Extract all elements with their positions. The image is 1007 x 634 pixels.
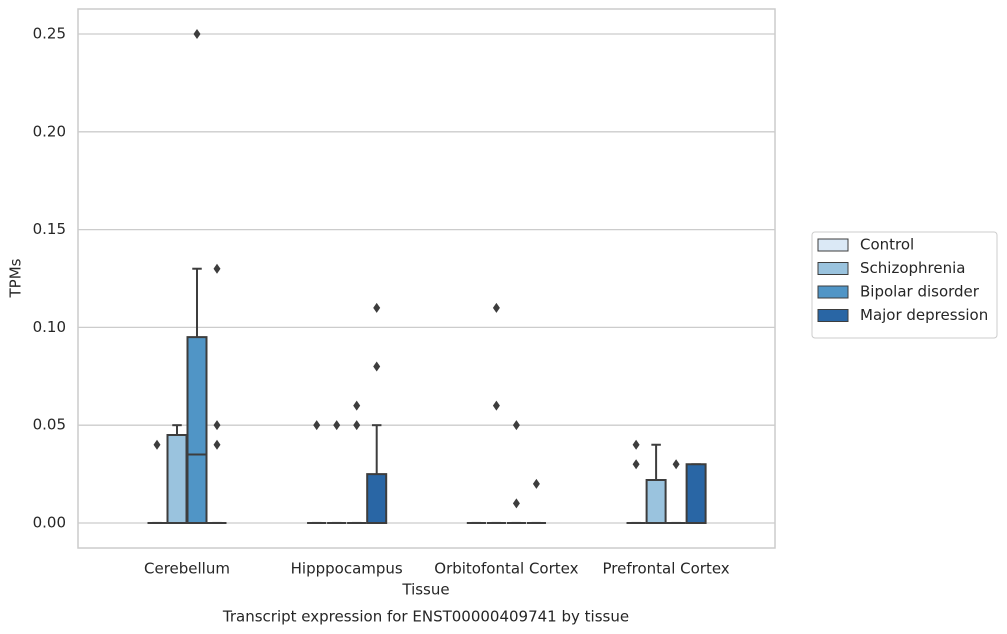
y-tick-label: 0.05 (33, 416, 66, 434)
outlier (213, 263, 221, 274)
chart-title: Transcript expression for ENST0000040974… (222, 608, 629, 626)
legend-label: Bipolar disorder (860, 283, 980, 301)
y-tick-label: 0.15 (33, 220, 66, 238)
box-group (526, 478, 546, 524)
outlier (492, 302, 500, 313)
y-axis-label: TPMs (7, 258, 25, 298)
outlier (373, 361, 381, 372)
box (166, 433, 188, 524)
box (366, 473, 388, 524)
outlier (672, 459, 680, 470)
box-group (666, 459, 686, 524)
box (186, 336, 208, 524)
box-group (645, 443, 667, 524)
legend-label: Schizophrenia (860, 259, 965, 277)
box-group (307, 420, 327, 524)
box-group (685, 463, 707, 524)
outlier (532, 478, 540, 489)
legend-swatch (817, 309, 849, 322)
y-tick-label: 0.10 (33, 318, 66, 336)
box-group (186, 29, 208, 524)
outlier (373, 302, 381, 313)
legend-label: Major depression (860, 306, 988, 324)
outlier (353, 400, 361, 411)
outlier (512, 420, 520, 431)
box-group (486, 302, 506, 524)
outlier (333, 420, 341, 431)
outlier (193, 29, 201, 40)
outlier (213, 420, 221, 431)
x-tick-label: Prefrontal Cortex (602, 560, 729, 578)
x-tick-label: Hipppocampus (291, 560, 403, 578)
box-group (506, 420, 526, 524)
outlier (512, 498, 520, 509)
box-group (366, 302, 388, 524)
legend-frame (811, 231, 998, 339)
outlier (313, 420, 321, 431)
box-group (347, 400, 367, 524)
x-tick-label: Orbitofontal Cortex (434, 560, 578, 578)
outlier (632, 439, 640, 450)
x-tick-label: Cerebellum (144, 560, 230, 578)
box (685, 463, 707, 524)
box-group (327, 420, 347, 524)
box-group (147, 439, 167, 524)
outlier (153, 439, 161, 450)
outlier (632, 459, 640, 470)
box-group (626, 439, 646, 524)
x-axis-label: Tissue (401, 581, 449, 599)
outlier (492, 400, 500, 411)
plot-frame (77, 8, 776, 549)
y-tick-label: 0.25 (33, 25, 66, 43)
outlier (213, 439, 221, 450)
box-group (207, 263, 227, 524)
legend-swatch (817, 238, 849, 252)
legend-swatch (817, 262, 849, 275)
box (645, 478, 667, 524)
legend-label: Control (860, 236, 914, 254)
y-tick-label: 0.00 (33, 513, 66, 531)
box-group (166, 424, 188, 524)
legend-swatch (817, 285, 849, 299)
y-tick-label: 0.20 (33, 122, 66, 140)
outlier (353, 420, 361, 431)
